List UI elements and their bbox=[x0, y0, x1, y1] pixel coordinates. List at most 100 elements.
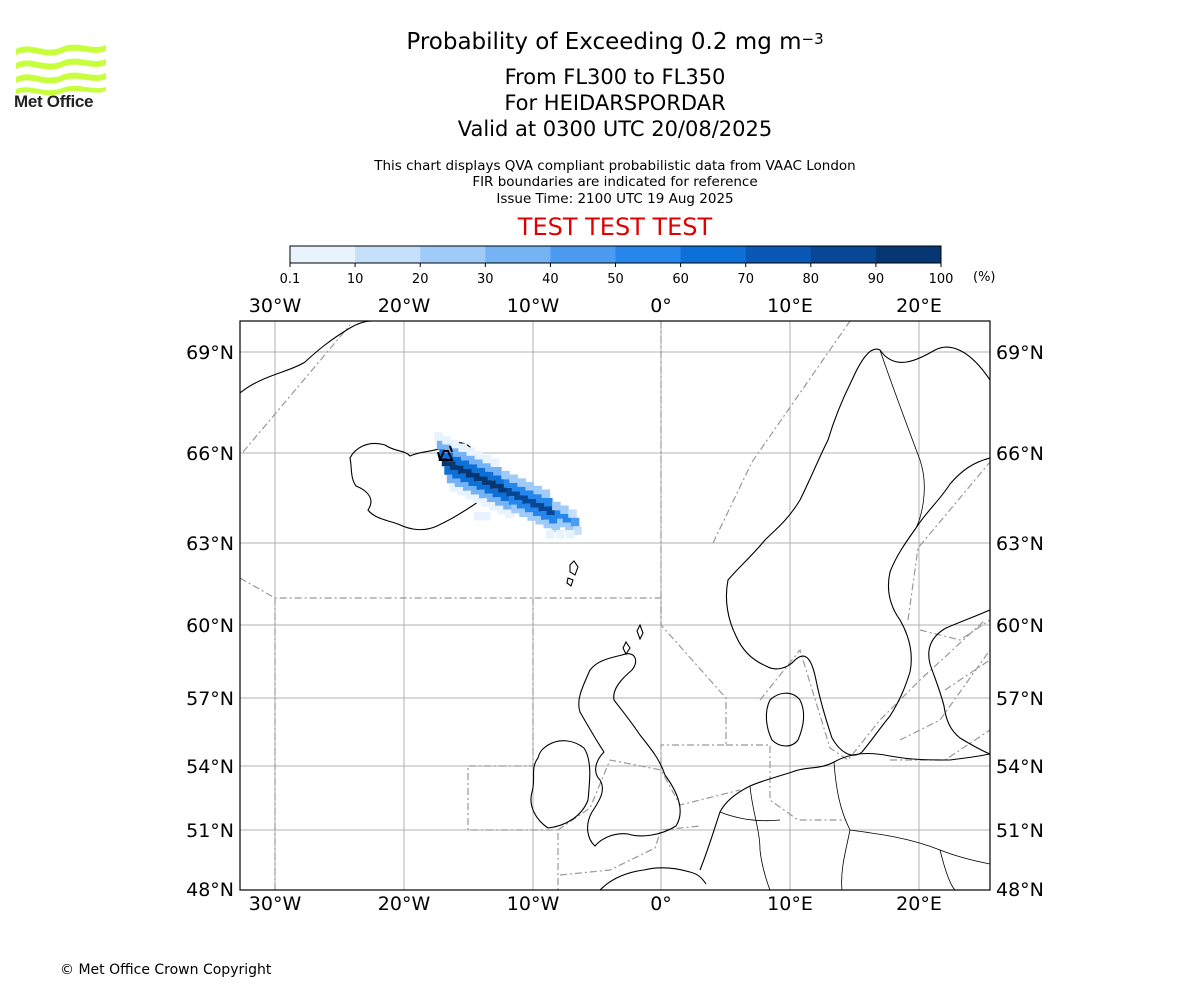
plume-cell bbox=[444, 444, 454, 453]
plume-cell bbox=[546, 506, 556, 515]
plume-cell bbox=[444, 466, 453, 475]
plume-cell bbox=[503, 501, 512, 510]
plume-cell bbox=[489, 502, 499, 511]
plume-cell bbox=[449, 461, 459, 470]
plume-cell bbox=[573, 526, 582, 535]
plume-cell bbox=[466, 447, 475, 456]
lon-label: 10°W bbox=[507, 295, 560, 317]
plume-cell bbox=[458, 443, 467, 452]
fir-boundaries bbox=[240, 321, 990, 890]
plume-cell bbox=[522, 495, 531, 504]
plume-cell bbox=[479, 468, 489, 477]
plume-cell bbox=[519, 508, 528, 517]
plume-cell bbox=[474, 512, 483, 521]
plume-cell bbox=[516, 500, 526, 509]
lat-label: 54°N bbox=[996, 756, 1044, 778]
lat-label: 63°N bbox=[996, 533, 1044, 555]
plume-cell bbox=[511, 483, 521, 492]
plume-cell bbox=[490, 458, 500, 467]
lon-label: 20°W bbox=[378, 295, 431, 317]
plume-cell bbox=[460, 473, 469, 483]
plume-cell bbox=[535, 516, 544, 525]
lat-label: 57°N bbox=[186, 688, 234, 710]
plume-cell bbox=[449, 483, 458, 492]
lat-label: 48°N bbox=[186, 879, 234, 901]
plume-cell bbox=[469, 455, 478, 465]
lon-label: 10°E bbox=[767, 295, 813, 317]
lat-label: 60°N bbox=[996, 615, 1044, 637]
graticule bbox=[240, 321, 990, 890]
copyright: © Met Office Crown Copyright bbox=[60, 962, 272, 978]
plume-cell bbox=[538, 502, 547, 512]
plume-cell bbox=[484, 485, 494, 494]
plume-cell bbox=[541, 489, 551, 498]
plume-cell bbox=[482, 454, 492, 464]
lon-label: 30°W bbox=[249, 295, 302, 317]
plume-cell bbox=[554, 510, 564, 519]
lon-label: 20°E bbox=[896, 295, 942, 317]
plume-cell bbox=[479, 489, 488, 499]
lon-labels-top: 30°W 20°W 10°W 0° 10°E 20°E bbox=[249, 295, 942, 317]
plume-cell bbox=[468, 477, 477, 486]
flight-level-range: From FL300 to FL350 bbox=[504, 65, 726, 89]
plume-cell bbox=[471, 464, 480, 473]
plume-cell bbox=[485, 463, 494, 472]
plume-cell bbox=[533, 485, 542, 495]
plume-cell bbox=[519, 486, 529, 496]
plume-cell bbox=[470, 486, 480, 495]
plume-cell bbox=[474, 451, 484, 460]
lon-label: 10°W bbox=[507, 893, 560, 915]
plume-cell bbox=[500, 492, 510, 501]
plume-cell bbox=[527, 490, 537, 499]
plume-cell bbox=[452, 448, 462, 457]
plume-cell bbox=[536, 494, 545, 503]
plume-cell bbox=[482, 476, 491, 485]
plume-cell bbox=[509, 474, 518, 483]
plume-cell bbox=[565, 522, 574, 531]
lon-label: 0° bbox=[650, 893, 672, 915]
plume-cell bbox=[495, 497, 504, 506]
logo-wordmark: Met Office bbox=[14, 92, 94, 111]
plume-cell bbox=[541, 511, 550, 520]
plume-cell bbox=[544, 498, 553, 507]
plume-cell bbox=[503, 479, 513, 488]
ash-plume bbox=[434, 432, 582, 539]
plume-cell bbox=[551, 523, 561, 532]
test-banner: TEST TEST TEST bbox=[517, 213, 713, 241]
plume-cell bbox=[434, 432, 443, 441]
plume-cell bbox=[495, 475, 505, 484]
plume-cell bbox=[492, 488, 502, 498]
plume-cell bbox=[549, 515, 558, 524]
lat-label: 69°N bbox=[186, 342, 234, 364]
coastlines bbox=[240, 321, 990, 890]
valid-time: Valid at 0300 UTC 20/08/2025 bbox=[457, 117, 773, 141]
plume-cell bbox=[490, 480, 499, 489]
plume-cell bbox=[497, 505, 507, 515]
lon-label: 30°W bbox=[249, 893, 302, 915]
plume-cell bbox=[506, 487, 515, 497]
plume-cell bbox=[560, 505, 569, 514]
plume-cell bbox=[463, 460, 472, 469]
lat-label: 69°N bbox=[996, 342, 1044, 364]
lat-label: 66°N bbox=[186, 443, 234, 465]
plume-cell bbox=[482, 512, 491, 521]
info-line-1: This chart displays QVA compliant probab… bbox=[374, 158, 856, 174]
plume-cell bbox=[505, 509, 515, 518]
plume-cell bbox=[460, 452, 470, 461]
plume-cell bbox=[532, 507, 542, 516]
plume-cell bbox=[514, 491, 523, 500]
plume-cell bbox=[530, 499, 539, 508]
lat-label: 63°N bbox=[186, 533, 234, 555]
lat-label: 51°N bbox=[186, 820, 234, 842]
plume-cell bbox=[570, 517, 580, 527]
plume-cell bbox=[474, 472, 483, 482]
lon-label: 0° bbox=[650, 295, 672, 317]
plume-cell bbox=[527, 512, 536, 521]
country-borders bbox=[719, 349, 990, 890]
lat-label: 66°N bbox=[996, 443, 1044, 465]
volcano-name: For HEIDARSPORDAR bbox=[504, 91, 726, 115]
lat-label: 60°N bbox=[186, 615, 234, 637]
lat-label: 51°N bbox=[996, 820, 1044, 842]
chart-title: Probability of Exceeding 0.2 mg m−3 bbox=[406, 29, 824, 55]
lon-labels-bottom: 30°W 20°W 10°W 0° 10°E 20°E bbox=[249, 893, 942, 915]
